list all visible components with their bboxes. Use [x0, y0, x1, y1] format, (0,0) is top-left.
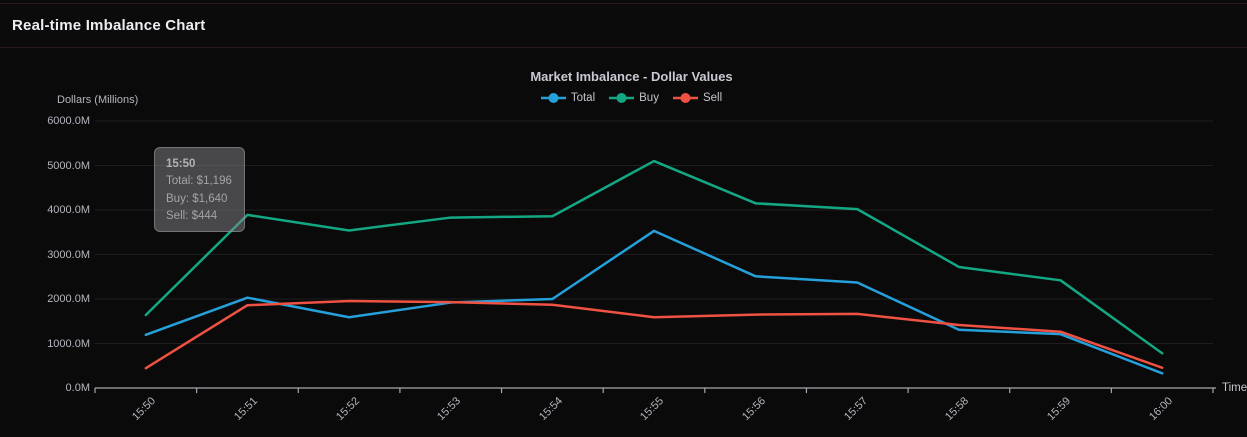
panel-title: Real-time Imbalance Chart [12, 17, 206, 34]
tooltip: 15:50 Total: $1,196 Buy: $1,640 Sell: $444 [154, 147, 245, 232]
y-tick-label: 3000.0M [47, 248, 90, 261]
y-tick-label: 4000.0M [47, 204, 90, 216]
tooltip-rows: Total: $1,196 Buy: $1,640 Sell: $444 [166, 173, 233, 226]
chart-area: Market Imbalance - Dollar Values Total Bu… [0, 49, 1247, 437]
legend-label: Total [570, 92, 596, 104]
tooltip-row: Buy: $1,640 [166, 192, 228, 205]
series-line-buy[interactable] [144, 159, 1164, 355]
legend-marker-icon [540, 93, 566, 103]
line-chart[interactable] [0, 49, 1247, 437]
legend-label: Sell [702, 92, 723, 104]
y-axis-title: Dollars (Millions) [57, 94, 139, 106]
panel-header: Real-time Imbalance Chart [0, 3, 1247, 48]
legend-label: Buy [639, 92, 659, 104]
legend-item-sell[interactable]: Sell [672, 92, 723, 104]
tooltip-row: Total: $1,196 [166, 175, 232, 187]
y-tick-label: 6000.0M [47, 115, 90, 127]
y-tick-label: 0.0M [65, 382, 90, 394]
series-line-total[interactable] [144, 229, 1164, 375]
legend-marker-icon [672, 93, 698, 103]
chart-title: Market Imbalance - Dollar Values [530, 69, 733, 84]
legend-item-total[interactable]: Total [540, 92, 596, 104]
tooltip-time: 15:50 [166, 158, 196, 170]
legend: Total Buy Sell [0, 90, 1247, 106]
y-tick-label: 1000.0M [47, 337, 90, 350]
x-axis-title: Time [1222, 382, 1247, 394]
y-tick-label: 5000.0M [47, 159, 90, 172]
series-line-sell[interactable] [144, 299, 1164, 370]
legend-marker-icon [609, 93, 635, 103]
y-tick-label: 2000.0M [47, 293, 90, 305]
legend-item-buy[interactable]: Buy [609, 92, 659, 104]
tooltip-row: Sell: $444 [166, 210, 218, 222]
